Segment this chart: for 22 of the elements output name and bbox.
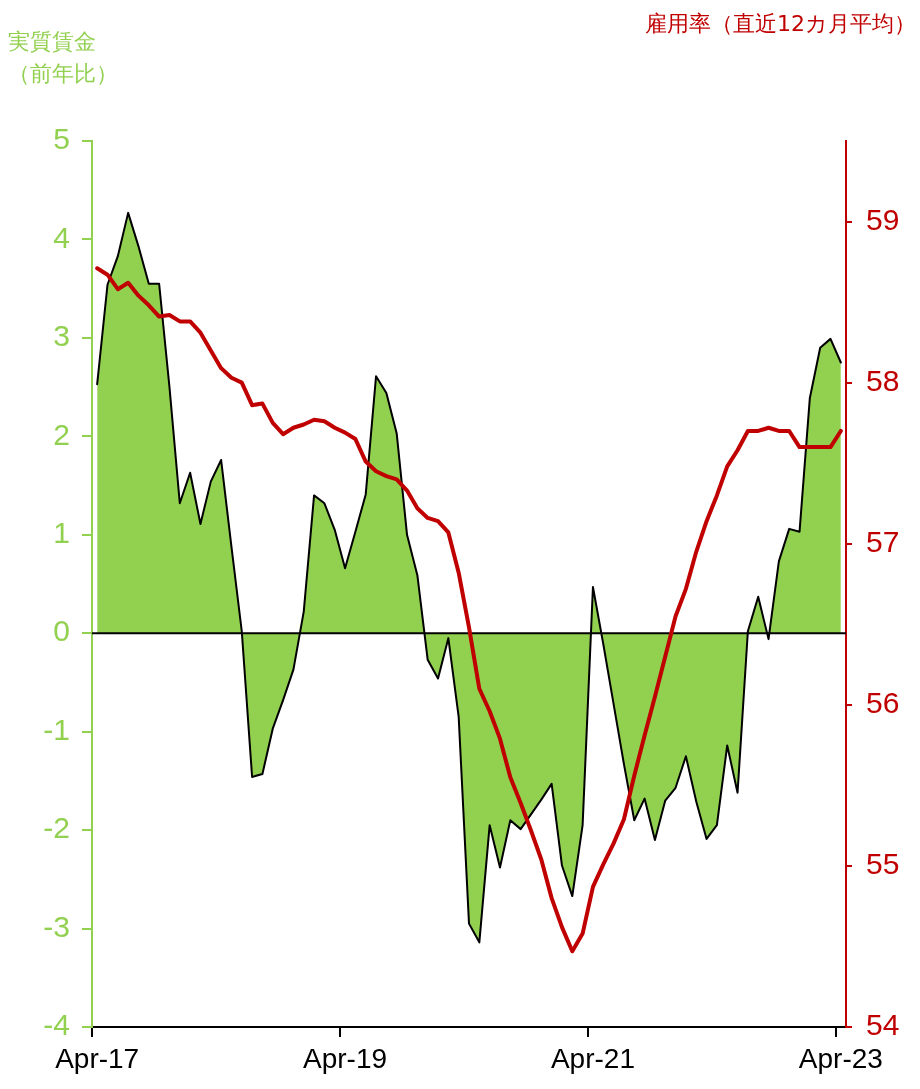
x-tick-label: Apr-21 — [550, 1042, 635, 1074]
y2-axis-title: 雇用率（直近12カ月平均） — [645, 10, 916, 38]
y-tick-label: 1 — [53, 516, 70, 550]
y-axis-title: 実質賃金（前年比） — [8, 28, 119, 88]
y2-tick-label: 57 — [866, 524, 900, 558]
y2-tick-label: 56 — [866, 686, 900, 720]
y-tick-label: -3 — [43, 909, 70, 943]
y-tick-label: -2 — [43, 811, 70, 845]
y-tick-label: 5 — [53, 122, 70, 156]
y-tick-label: 0 — [53, 614, 70, 648]
y-tick-label: -4 — [43, 1008, 70, 1042]
x-tick-label: Apr-19 — [303, 1042, 388, 1074]
y2-tick-label: 54 — [866, 1008, 900, 1042]
y-tick-label: 3 — [53, 319, 70, 353]
y-tick-label: 4 — [53, 220, 70, 254]
y-tick-label: -1 — [43, 712, 70, 746]
x-tick-label: Apr-23 — [798, 1042, 883, 1074]
y-tick-label: 2 — [53, 417, 70, 451]
y2-tick-label: 59 — [866, 202, 900, 236]
x-tick-label: Apr-17 — [55, 1042, 140, 1074]
y2-tick-label: 58 — [866, 363, 900, 397]
y2-tick-label: 55 — [866, 847, 900, 881]
